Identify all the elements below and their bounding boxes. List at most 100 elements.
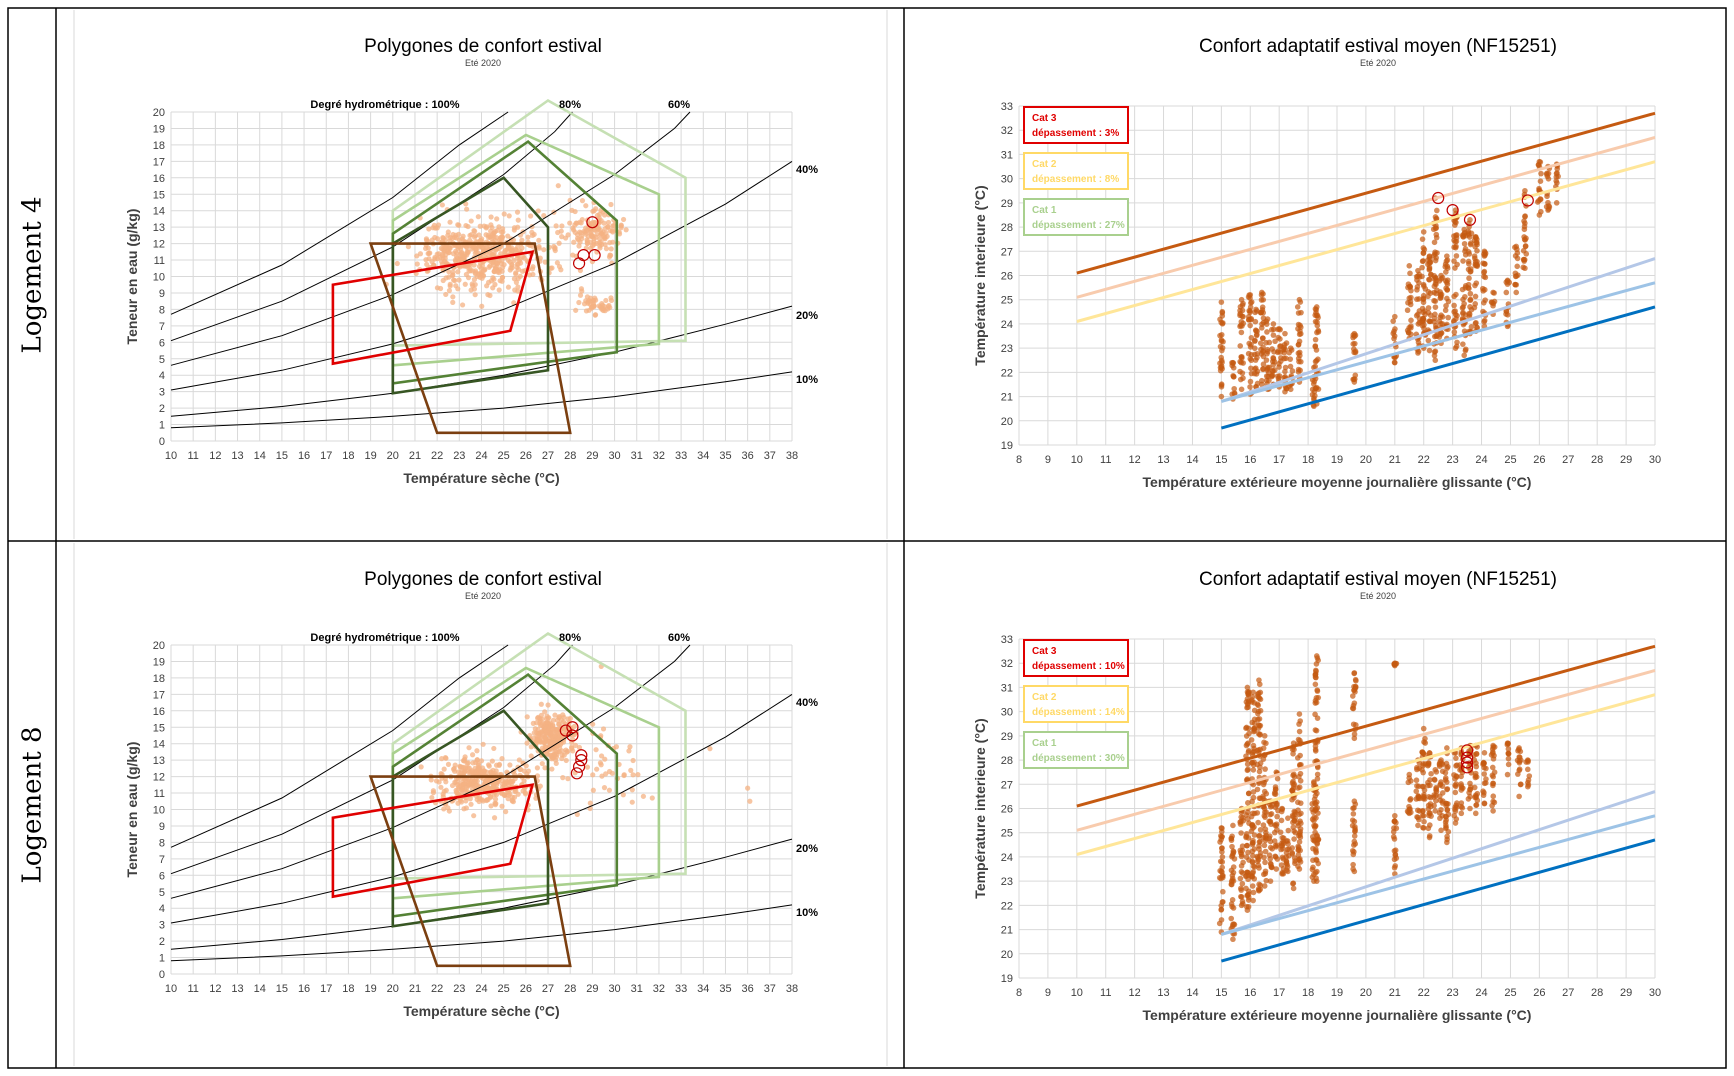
y-tick-label: 14 [153, 739, 165, 751]
data-point [497, 278, 503, 284]
x-tick-label: 23 [453, 983, 465, 995]
y-tick-label: 0 [159, 969, 165, 981]
data-point [1480, 308, 1486, 315]
data-point [1504, 277, 1511, 284]
data-point [1505, 750, 1512, 757]
comfort-polygon-5 [331, 250, 535, 366]
x-tick-label: 35 [719, 450, 731, 462]
highlight-circle [1460, 744, 1474, 757]
x-tick-label: 29 [1620, 454, 1632, 466]
data-point [529, 229, 535, 235]
x-tick-label: 26 [1533, 454, 1545, 466]
scatter-points [383, 183, 629, 318]
data-point [491, 815, 498, 821]
data-point [572, 742, 579, 748]
data-point [1503, 289, 1510, 296]
data-point [596, 303, 602, 309]
data-point [594, 231, 600, 237]
y-tick-label: 24 [1001, 319, 1013, 331]
data-point [1521, 234, 1527, 240]
x-tick-label: 27 [542, 983, 554, 995]
limit-line-cat2_upper [1076, 669, 1656, 832]
data-point [1277, 829, 1284, 836]
y-tick-label: 12 [153, 239, 165, 251]
data-point [457, 764, 463, 770]
data-point [1279, 805, 1285, 812]
data-point [573, 307, 579, 313]
data-point [609, 770, 615, 776]
data-point [1260, 297, 1267, 303]
data-point [471, 262, 477, 268]
data-point [707, 746, 713, 752]
rh-curve-20 [170, 305, 793, 417]
data-point [1444, 265, 1451, 271]
data-point [1295, 785, 1301, 791]
data-point [1276, 325, 1282, 332]
data-point [1244, 907, 1251, 913]
data-point [1414, 296, 1420, 303]
data-point [1238, 296, 1245, 303]
data-point [1426, 253, 1433, 259]
y-tick-label: 23 [1001, 343, 1013, 355]
data-point [1262, 814, 1268, 820]
x-tick-label: 23 [453, 450, 465, 462]
data-point [578, 230, 584, 236]
data-point [1481, 780, 1488, 787]
data-point [506, 792, 512, 798]
data-point [445, 232, 451, 238]
y-tick-label: 23 [1001, 876, 1013, 888]
data-point [1426, 318, 1433, 325]
data-point [1250, 689, 1256, 696]
data-point [1313, 699, 1320, 706]
data-point [1415, 795, 1422, 802]
data-point [572, 208, 578, 215]
data-point [590, 721, 596, 727]
data-point [1426, 750, 1433, 756]
data-point [1314, 764, 1321, 771]
limit-line-cat2_lower [1220, 814, 1656, 936]
data-point [481, 223, 487, 229]
data-point [462, 754, 468, 760]
data-point [1451, 812, 1458, 819]
data-point [1250, 839, 1256, 846]
data-point [538, 712, 544, 718]
data-point [461, 781, 467, 788]
data-point [519, 268, 526, 274]
data-point [1291, 836, 1297, 842]
data-point [1490, 798, 1496, 805]
data-point [558, 267, 564, 273]
data-point [1314, 841, 1320, 847]
chart-psychrometric-logement-8: 10 11 12 13 14 15 16 17 18 19 20 21 22 23 24 25 26 27 28 29… [76, 543, 886, 1065]
data-point [1244, 689, 1251, 695]
y-tick-label: 19 [153, 656, 165, 668]
y-tick-label: 16 [153, 706, 165, 718]
data-point [1465, 281, 1472, 288]
data-point [1295, 369, 1302, 375]
data-point [575, 237, 582, 243]
data-point [1522, 213, 1528, 219]
data-point [430, 788, 437, 794]
data-point [1466, 251, 1473, 257]
data-point [472, 281, 478, 288]
data-point [1393, 855, 1400, 861]
comfort-polygon-4 [368, 242, 572, 435]
limit-line-cat1_upper [1076, 693, 1656, 856]
data-point [521, 768, 527, 774]
data-point [1353, 722, 1359, 728]
data-point [1285, 815, 1291, 821]
data-point [1433, 231, 1440, 238]
data-point [1458, 783, 1465, 789]
data-point [473, 246, 479, 252]
data-point [472, 292, 478, 298]
data-point [1445, 801, 1451, 807]
x-tick-label: 29 [586, 983, 598, 995]
data-point [1419, 749, 1426, 756]
x-tick-label: 17 [1273, 454, 1285, 466]
data-point [555, 183, 561, 189]
y-axis-label: Température interieure (°C) [972, 718, 988, 898]
data-point [598, 753, 605, 759]
data-point [1392, 660, 1398, 667]
data-point [1276, 373, 1283, 379]
data-point [1239, 880, 1246, 887]
rh-label-40: 40% [796, 697, 818, 709]
